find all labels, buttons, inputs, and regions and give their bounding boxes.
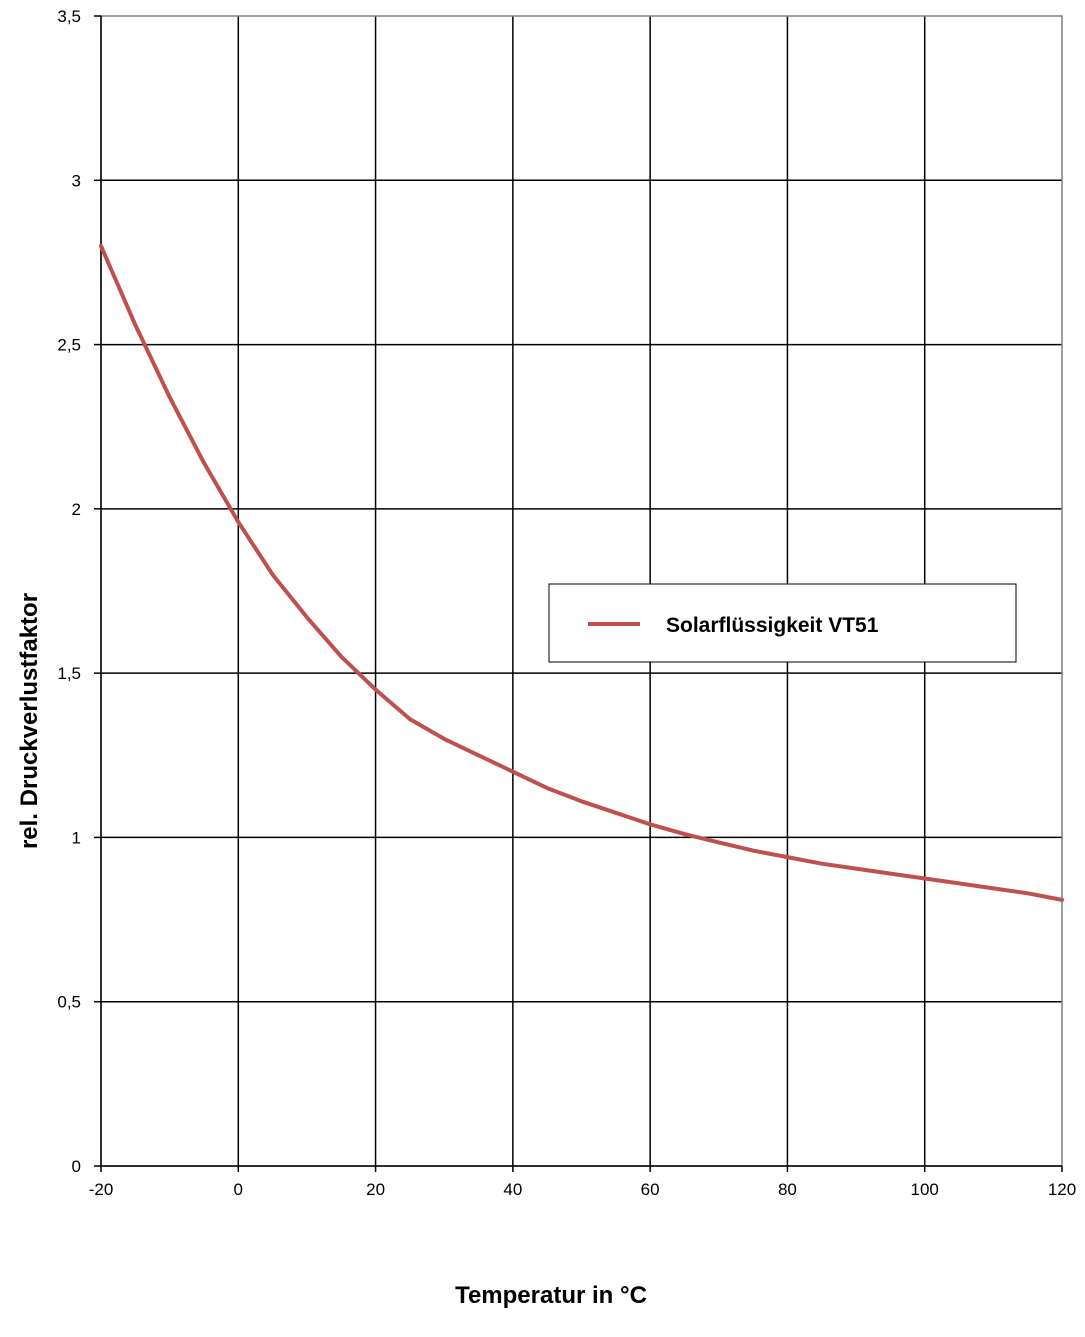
legend: Solarflüssigkeit VT51 [548, 583, 1017, 663]
x-axis-ticks: -20 0 20 40 60 80 100 120 [89, 1166, 1076, 1199]
x-tick-label: 0 [234, 1180, 243, 1199]
y-tick-label: 1 [72, 828, 81, 847]
y-tick-label: 3,5 [57, 7, 81, 26]
x-tick-label: 100 [911, 1180, 939, 1199]
series-line [99, 244, 1064, 902]
legend-label: Solarflüssigkeit VT51 [666, 614, 879, 637]
x-tick-label: -20 [89, 1180, 114, 1199]
axis-lines [100, 16, 1062, 1167]
x-tick-label: 20 [366, 1180, 385, 1199]
x-tick-label: 120 [1048, 1180, 1076, 1199]
y-tick-label: 0,5 [57, 993, 81, 1012]
y-tick-label: 3 [72, 171, 81, 190]
y-tick-label: 1,5 [57, 664, 81, 683]
x-tick-label: 60 [641, 1180, 660, 1199]
x-tick-label: 80 [778, 1180, 797, 1199]
y-tick-label: 0 [72, 1157, 81, 1176]
series-layer [99, 244, 1064, 902]
x-axis-title: Temperatur in °C [455, 1282, 647, 1309]
y-axis-ticks: 0 0,5 1 1,5 2 2,5 3 3,5 [57, 7, 101, 1176]
x-tick-label: 40 [503, 1180, 522, 1199]
y-axis-title: rel. Druckverlustfaktor [16, 593, 43, 849]
y-tick-label: 2 [72, 500, 81, 519]
y-tick-label: 2,5 [57, 336, 81, 355]
